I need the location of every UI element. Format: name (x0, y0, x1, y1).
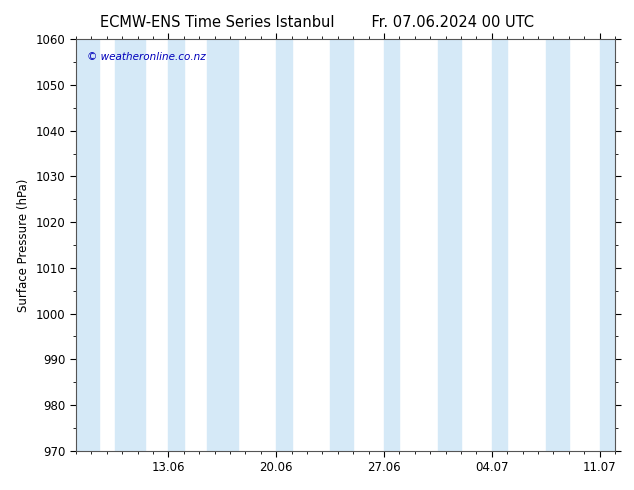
Text: ECMW-ENS Time Series Istanbul        Fr. 07.06.2024 00 UTC: ECMW-ENS Time Series Istanbul Fr. 07.06.… (100, 15, 534, 30)
Y-axis label: Surface Pressure (hPa): Surface Pressure (hPa) (17, 178, 30, 312)
Bar (115, 39, 145, 451)
Bar (76, 39, 99, 451)
Bar (438, 39, 461, 451)
Bar (384, 39, 399, 451)
Bar (169, 39, 184, 451)
Text: © weatheronline.co.nz: © weatheronline.co.nz (87, 51, 205, 62)
Bar (207, 39, 238, 451)
Bar (600, 39, 615, 451)
Bar (330, 39, 353, 451)
Bar (492, 39, 507, 451)
Bar (276, 39, 292, 451)
Bar (546, 39, 569, 451)
